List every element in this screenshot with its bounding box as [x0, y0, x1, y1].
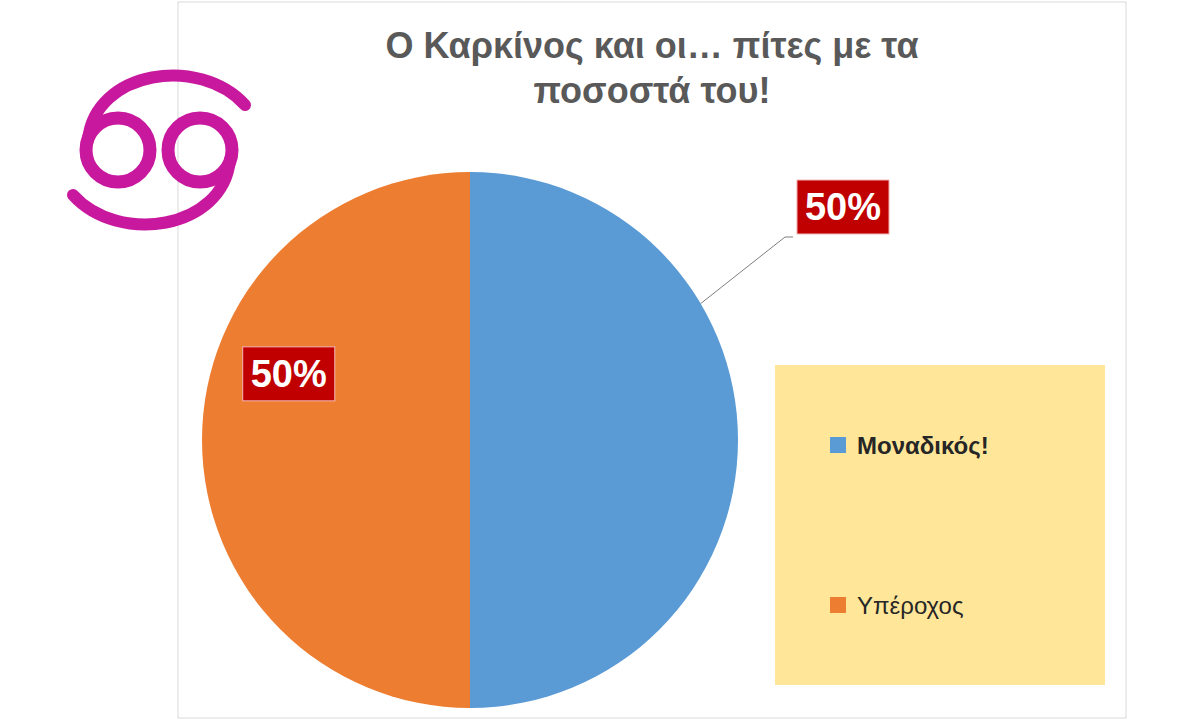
icon-part	[88, 76, 245, 140]
chart-area	[178, 2, 1126, 718]
legend: Μοναδικός! Υπέροχος	[775, 365, 1105, 685]
legend-label: Υπέροχος	[857, 592, 964, 619]
data-label-bg	[797, 180, 889, 234]
zodiac-icon	[73, 76, 245, 225]
data-label-box: 50%	[797, 180, 889, 234]
legend-swatch	[830, 437, 846, 453]
slice	[470, 172, 738, 708]
title: Ο Καρκίνος και οι… πίτες με ταποσοστά το…	[385, 25, 918, 111]
title-line: Ο Καρκίνος και οι… πίτες με τα	[385, 25, 918, 66]
title-line: ποσοστά του!	[534, 70, 771, 111]
icon-part	[73, 160, 230, 224]
leader-line	[701, 237, 793, 304]
data-label-bg	[243, 347, 335, 401]
slice	[202, 172, 470, 708]
pie	[202, 172, 738, 708]
data-label: 50%	[805, 186, 881, 228]
legend-swatch	[830, 597, 846, 613]
chart: Ο Καρκίνος και οι… πίτες με ταποσοστά το…	[0, 0, 1200, 720]
data-label-box: 50%	[243, 347, 335, 401]
data-label: 50%	[251, 353, 327, 395]
legend-label: Μοναδικός!	[857, 432, 989, 459]
legend-box	[775, 365, 1105, 685]
